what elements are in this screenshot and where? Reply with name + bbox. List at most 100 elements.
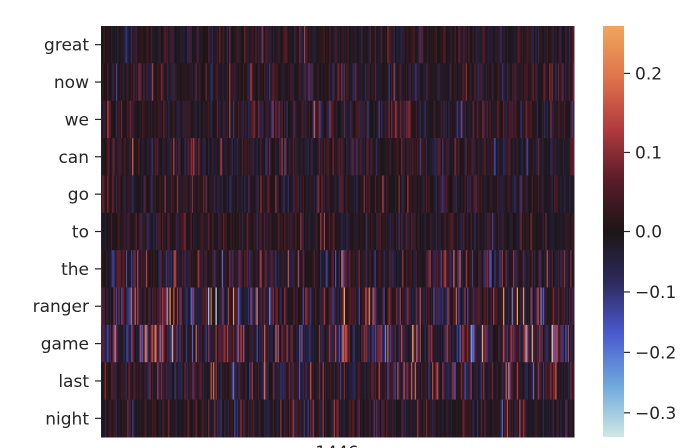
heatmap-cell (210, 250, 213, 289)
heatmap-cell (408, 138, 411, 176)
heatmap-cell (120, 212, 123, 251)
heatmap-cell (450, 63, 453, 102)
heatmap-cell (443, 362, 446, 401)
heatmap-cell (222, 399, 225, 438)
heatmap-cell (190, 100, 193, 139)
heatmap-cell (352, 26, 355, 64)
heatmap-cell (169, 138, 172, 176)
heatmap-cell (213, 26, 215, 64)
heatmap-cell (286, 362, 289, 401)
heatmap-cell (570, 100, 573, 139)
heatmap-cell (287, 250, 290, 289)
heatmap-cell (276, 63, 279, 102)
heatmap-cell (277, 362, 280, 401)
heatmap-cell (559, 175, 561, 214)
heatmap-cell (389, 399, 392, 438)
heatmap-cell (327, 100, 330, 139)
heatmap-cell (125, 324, 128, 363)
heatmap-cell (108, 287, 111, 326)
heatmap-cell (435, 63, 438, 102)
heatmap-cell (219, 362, 221, 401)
heatmap-cell (287, 63, 290, 102)
heatmap-cell (347, 362, 350, 401)
heatmap-cell (454, 138, 457, 176)
heatmap-cell (267, 362, 270, 401)
heatmap-cell (280, 212, 282, 251)
heatmap-cell (205, 100, 208, 139)
heatmap-cell (510, 100, 513, 139)
heatmap-cell (147, 26, 149, 64)
heatmap-cell (140, 100, 143, 139)
heatmap-cell (130, 287, 133, 326)
heatmap-cell (356, 250, 358, 289)
heatmap-cell (353, 399, 356, 438)
heatmap-cell (408, 63, 411, 102)
heatmap-cell (267, 212, 270, 251)
heatmap-cell (427, 63, 429, 102)
heatmap-cell (103, 100, 106, 139)
heatmap-cell (384, 26, 387, 64)
heatmap-cell (394, 250, 397, 289)
heatmap-cell (347, 175, 350, 214)
heatmap-cell (420, 212, 423, 251)
heatmap-cell (485, 100, 488, 139)
heatmap-cell (456, 100, 459, 139)
heatmap-cell (522, 250, 525, 289)
heatmap-cell (359, 399, 362, 438)
heatmap-cell (199, 250, 202, 289)
heatmap-cell (261, 362, 264, 401)
heatmap-cell (230, 138, 233, 176)
heatmap-cell (379, 26, 382, 64)
heatmap-cell (308, 63, 311, 102)
heatmap-cell (521, 362, 524, 401)
heatmap-cell (372, 250, 375, 289)
heatmap-cell (138, 399, 141, 438)
heatmap-cell (224, 26, 226, 64)
heatmap-cell (513, 250, 515, 289)
heatmap-cell (522, 138, 525, 176)
heatmap-cell (185, 63, 188, 102)
heatmap-cell (504, 100, 507, 139)
heatmap-cell (394, 212, 397, 251)
heatmap-cell (226, 287, 229, 326)
heatmap-cell (459, 138, 462, 176)
heatmap-cell (474, 175, 477, 214)
heatmap-cell (532, 138, 535, 176)
heatmap-cell (203, 362, 205, 401)
heatmap-cell (473, 287, 475, 326)
heatmap-cell (298, 26, 301, 64)
heatmap-cell (535, 250, 538, 289)
heatmap-cell (499, 63, 502, 102)
heatmap-cell (148, 250, 151, 289)
heatmap-cell (336, 250, 338, 289)
heatmap-cell (427, 175, 429, 214)
heatmap-cell (342, 100, 345, 139)
heatmap-cell (283, 138, 286, 176)
heatmap-cell (198, 138, 200, 176)
heatmap-cell (495, 63, 498, 102)
heatmap-cell (407, 399, 409, 438)
heatmap-cell (285, 26, 287, 64)
heatmap-cell (178, 324, 180, 363)
heatmap-cell (179, 324, 182, 363)
heatmap-cell (442, 100, 444, 139)
heatmap-cell (379, 63, 382, 102)
heatmap-cell (384, 324, 387, 363)
heatmap-cell (164, 63, 167, 102)
heatmap-cell (204, 287, 207, 326)
heatmap-cell (489, 138, 492, 176)
heatmap-cell (341, 63, 343, 102)
heatmap-cell (490, 100, 493, 139)
heatmap-cell (481, 100, 484, 139)
heatmap-cell (262, 212, 265, 251)
heatmap-cell (143, 26, 146, 64)
heatmap-cell (513, 100, 515, 139)
heatmap-cell (422, 362, 424, 401)
heatmap-cell (115, 100, 118, 139)
heatmap-cell (539, 362, 541, 401)
heatmap-cell (331, 175, 334, 214)
heatmap-cell (531, 212, 534, 251)
heatmap-cell (362, 324, 365, 363)
heatmap-cell (206, 399, 209, 438)
heatmap-cell (254, 287, 256, 326)
